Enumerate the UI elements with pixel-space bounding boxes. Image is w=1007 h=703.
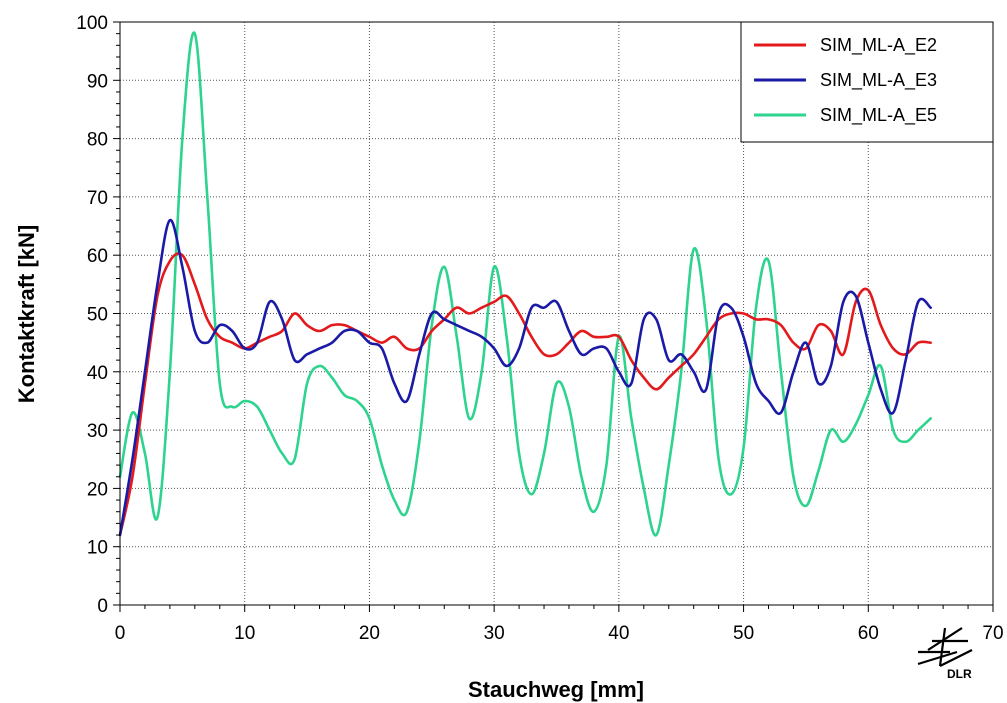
y-tick-label: 70 — [87, 188, 108, 209]
x-tick-label: 50 — [733, 623, 754, 644]
y-tick-label: 20 — [87, 479, 108, 500]
series-line-sim-ml-a-e3 — [118, 218, 932, 537]
dlr-logo-mark — [917, 627, 973, 667]
y-tick-label: 80 — [87, 130, 108, 151]
y-tick-label: 0 — [97, 596, 108, 617]
x-tick-label: 20 — [359, 623, 380, 644]
legend: SIM_ML-A_E2 SIM_ML-A_E3 SIM_ML-A_E5 — [740, 21, 994, 143]
y-tick-label: 100 — [76, 13, 108, 34]
dlr-logo: DLR — [917, 627, 973, 681]
series-lines — [118, 31, 932, 537]
x-tick-label: 30 — [484, 623, 505, 644]
x-tick-label: 10 — [234, 623, 255, 644]
legend-label-e5: SIM_ML-A_E5 — [820, 105, 937, 126]
x-tick-label: 0 — [115, 623, 126, 644]
legend-box — [740, 21, 994, 143]
x-tick-label: 60 — [858, 623, 879, 644]
series-line-sim-ml-a-e2 — [118, 252, 932, 537]
dlr-logo-text: DLR — [947, 667, 972, 681]
y-axis-title: Kontaktkraft [kN] — [14, 225, 39, 403]
series-line-sim-ml-a-e5 — [118, 31, 932, 537]
y-tick-label: 90 — [87, 71, 108, 92]
x-tick-labels: 0 10 20 30 40 50 60 70 — [115, 623, 1004, 644]
legend-label-e2: SIM_ML-A_E2 — [820, 35, 937, 56]
y-tick-label: 40 — [87, 363, 108, 384]
axis-ticks — [113, 21, 994, 612]
y-tick-label: 50 — [87, 305, 108, 326]
legend-label-e3: SIM_ML-A_E3 — [820, 70, 937, 91]
x-axis-title: Stauchweg [mm] — [468, 677, 644, 702]
y-tick-label: 30 — [87, 421, 108, 442]
y-tick-label: 10 — [87, 538, 108, 559]
y-tick-label: 60 — [87, 246, 108, 267]
x-tick-label: 40 — [608, 623, 629, 644]
y-tick-labels: 0 10 20 30 40 50 60 70 80 90 100 — [76, 13, 108, 617]
x-tick-label: 70 — [982, 623, 1003, 644]
